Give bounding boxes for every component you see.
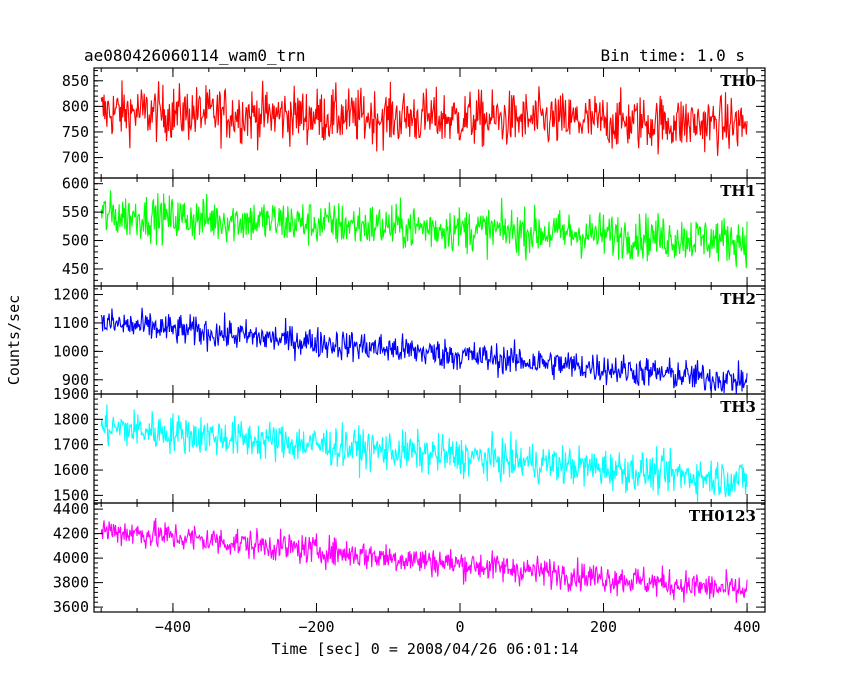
y-tick-label: 4200	[53, 525, 89, 543]
series-line-th2	[100, 307, 748, 394]
y-tick-label: 1500	[53, 486, 89, 504]
panel-label: TH2	[720, 290, 756, 308]
y-tick-label: 1100	[53, 314, 89, 332]
y-tick-label: 750	[62, 123, 89, 141]
x-tick-label: −200	[298, 618, 334, 636]
x-tick-label: 0	[455, 618, 464, 636]
panel-label: TH3	[720, 398, 756, 416]
panel-label: TH1	[720, 182, 756, 200]
y-tick-label: 550	[62, 203, 89, 221]
y-tick-label: 900	[62, 371, 89, 389]
bin-time-label: Bin time: 1.0 s	[601, 46, 746, 65]
y-tick-label: 800	[62, 97, 89, 115]
panel-label: TH0	[720, 72, 756, 90]
y-tick-label: 1000	[53, 342, 89, 360]
series-line-th0	[100, 80, 748, 156]
y-tick-label: 3800	[53, 574, 89, 592]
x-tick-label: 200	[590, 618, 617, 636]
y-tick-label: 500	[62, 232, 89, 250]
y-tick-label: 600	[62, 175, 89, 193]
panel-th0: 700 750 800 850 TH0	[62, 67, 766, 179]
series-line-th1	[100, 190, 748, 269]
panel-label: TH0123	[689, 507, 756, 525]
panel-th1: 450 500 550 600 TH1	[62, 175, 766, 287]
y-tick-label: 4400	[53, 500, 89, 518]
y-axis-label: Counts/sec	[5, 295, 23, 385]
x-tick-label: −400	[155, 618, 191, 636]
panel-th0123: 3600 3800 4000 4200 4400 TH0123	[53, 500, 766, 616]
panels: 700 750 800 850 TH0 450 500 550 600 TH1 900 1000 110…	[53, 67, 766, 616]
series-line-th3	[100, 404, 748, 503]
y-tick-label: 1700	[53, 436, 89, 454]
panel-th2: 900 1000 1100 1200 TH2	[53, 285, 766, 395]
panel-frame	[93, 502, 766, 613]
panel-th3: 1500 1600 1700 1800 1900 TH3	[53, 385, 766, 504]
y-tick-label: 3600	[53, 598, 89, 616]
y-tick-label: 1900	[53, 385, 89, 403]
x-axis-label: Time [sec] 0 = 2008/04/26 06:01:14	[271, 640, 578, 658]
x-axis: −400 −200 0 200 400	[155, 618, 761, 636]
plot-title: ae080426060114_wam0_trn	[84, 46, 306, 65]
y-tick-label: 4000	[53, 549, 89, 567]
y-tick-label: 450	[62, 260, 89, 278]
y-tick-label: 1200	[53, 286, 89, 304]
y-tick-label: 850	[62, 72, 89, 90]
series-line-th0123	[100, 517, 748, 603]
y-tick-label: 700	[62, 149, 89, 167]
y-tick-label: 1800	[53, 410, 89, 428]
x-tick-label: 400	[734, 618, 761, 636]
y-tick-label: 1600	[53, 461, 89, 479]
